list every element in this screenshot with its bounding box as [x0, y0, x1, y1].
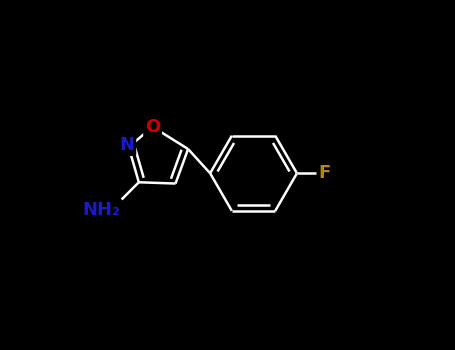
Text: F: F	[318, 164, 330, 182]
Text: N: N	[120, 136, 135, 154]
Text: NH₂: NH₂	[82, 201, 120, 219]
Text: O: O	[145, 118, 160, 136]
